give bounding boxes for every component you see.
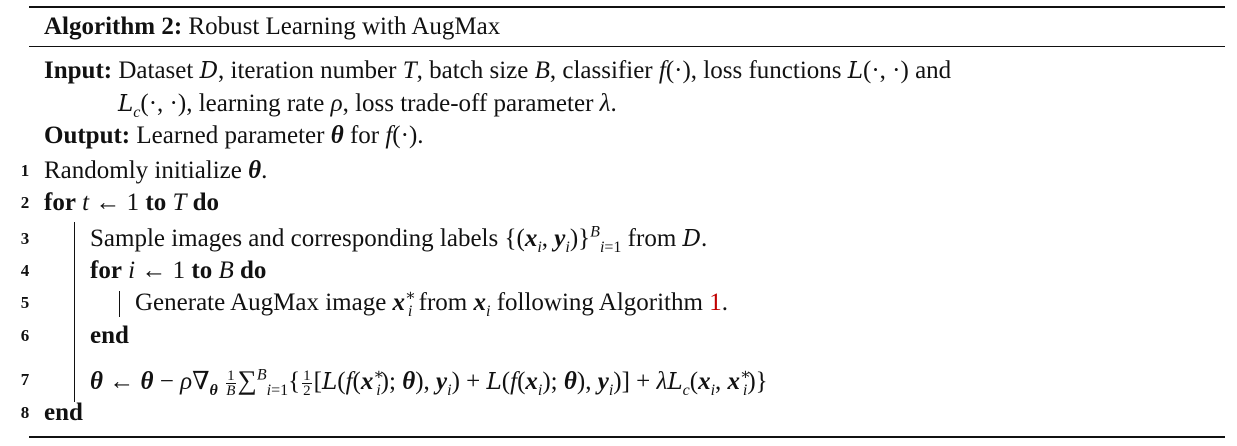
input-line: Input: Dataset D, iteration number T, ba… [44, 57, 952, 84]
step-2: for t ← 1 to T do [44, 189, 220, 216]
step-7: θ ← θ − ρ∇θ 1 B ∑Bi=1{1 2 [L(f(x∗i); θ), yi)… [90, 365, 768, 399]
line-number-8: 8 [20, 403, 30, 422]
output-line: Output: Learned parameter θ for f(·). [44, 122, 424, 149]
step-4: for i ← 1 to B do [90, 257, 267, 284]
algorithm-heading: Algorithm 2: Robust Learning with AugMax [44, 12, 500, 42]
keyword-for-inner: for [90, 257, 122, 284]
line-number-4: 4 [20, 261, 30, 280]
line-number-1: 1 [20, 161, 30, 180]
keyword-to-inner: to [191, 257, 213, 284]
step-5: Generate AugMax image x∗i from xi follow… [135, 287, 728, 320]
line-number-7: 7 [20, 370, 30, 389]
line-number-5: 5 [20, 293, 30, 312]
keyword-for: for [44, 189, 76, 216]
algorithm-heading-title: Robust Learning with AugMax [188, 13, 501, 40]
keyword-end-inner: end [90, 322, 129, 349]
algorithm-reference: 1 [709, 289, 722, 316]
step-1: Randomly initialize θ. [44, 157, 268, 184]
output-label: Output: [44, 122, 131, 149]
line-number-6: 6 [20, 326, 30, 345]
outer-loop-bar [74, 222, 75, 402]
line-number-2: 2 [20, 193, 30, 212]
keyword-end-outer: end [44, 399, 83, 426]
input-label: Input: [44, 57, 113, 84]
line-number-3: 3 [20, 229, 30, 248]
input-line-continued: Lc(·, ·), learning rate ρ, loss trade-of… [118, 90, 617, 121]
algorithm-heading-label: Algorithm 2: [44, 13, 183, 40]
step-8: end [44, 398, 83, 428]
top-rule [29, 6, 1225, 8]
inner-loop-bar [119, 291, 120, 317]
keyword-do-inner: do [239, 257, 267, 284]
keyword-to: to [145, 189, 167, 216]
heading-rule [29, 46, 1225, 47]
step-3: Sample images and corresponding labels {… [90, 223, 708, 256]
keyword-do: do [192, 189, 220, 216]
step-6: end [90, 321, 129, 351]
bottom-rule [29, 436, 1225, 438]
